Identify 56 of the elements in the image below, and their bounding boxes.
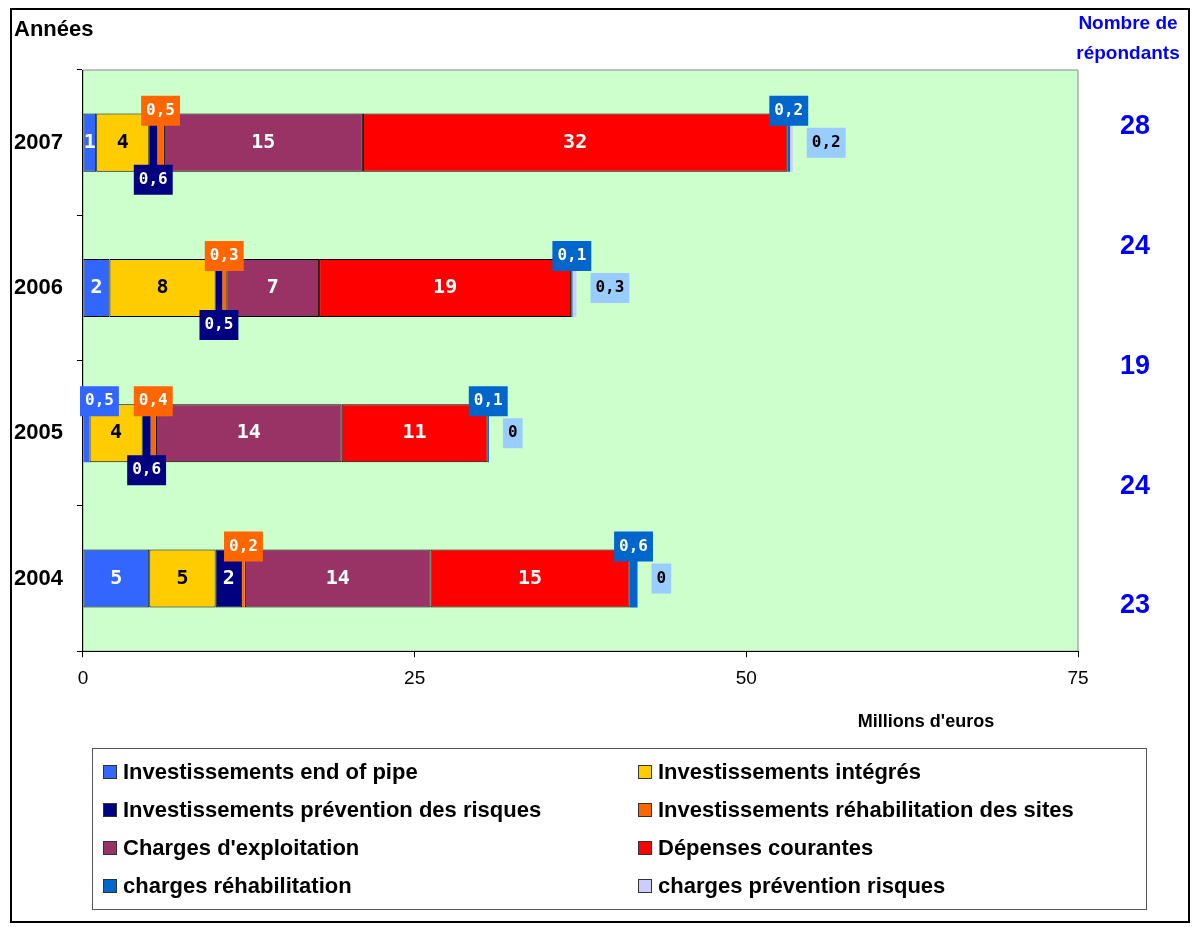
data-label: 4 (116, 128, 129, 153)
x-tick-label: 0 (77, 666, 89, 688)
legend-label: Charges d'exploitation (123, 835, 360, 861)
legend-label: Investissements réhabilitation des sites (658, 797, 1074, 823)
text: 23 (1119, 589, 1151, 620)
legend-label: Investissements intégrés (658, 759, 921, 785)
data-label: 8 (156, 274, 169, 299)
y-tick-label: 2007 (13, 128, 63, 154)
x-tick-label: 25 (404, 666, 426, 688)
y-axis-title: Années (14, 16, 94, 42)
data-label: 0,2 (229, 535, 258, 555)
data-label: 0,6 (619, 535, 648, 555)
y-tick-label: 2006 (13, 274, 63, 300)
legend-label: Investissements end of pipe (123, 759, 418, 785)
data-label: 1 (83, 128, 96, 153)
data-label: 0,2 (774, 99, 804, 119)
data-label: 19 (433, 274, 458, 299)
legend-label: Dépenses courantes (658, 835, 874, 861)
data-label: 0,3 (595, 277, 625, 297)
legend-label: charges prévention risques (658, 873, 946, 899)
data-label: 0,2 (811, 131, 841, 151)
legend-label: Investissements prévention des risques (123, 797, 542, 823)
data-label: 5 (110, 564, 123, 589)
data-label: 14 (236, 419, 261, 444)
x-tick-label: 75 (1067, 666, 1089, 688)
data-label: 0,5 (146, 99, 176, 119)
data-label: 0,1 (473, 390, 503, 410)
data-label: 0,5 (85, 390, 114, 410)
text: 24 (1119, 230, 1151, 261)
data-label: 15 (518, 564, 543, 589)
data-label: 2 (90, 274, 103, 299)
data-label: 5 (176, 564, 189, 589)
data-label: 0 (656, 567, 667, 587)
data-label: 0,1 (557, 245, 587, 265)
text: 19 (1119, 349, 1151, 380)
x-axis-title: Millions d'euros (857, 710, 995, 731)
data-label: 0,3 (209, 245, 239, 265)
text: Nombre de répondants (1076, 12, 1180, 64)
data-label: 0,5 (204, 314, 234, 334)
data-label: 7 (266, 274, 279, 299)
data-label: 0,6 (138, 168, 168, 188)
data-label: 2 (222, 564, 235, 589)
y-tick-label: 2004 (13, 564, 64, 590)
data-label: 14 (325, 564, 350, 589)
data-label: 4 (110, 419, 123, 444)
data-label: 32 (563, 128, 588, 153)
data-label: 0 (507, 422, 518, 442)
data-label: 0,4 (138, 390, 168, 410)
data-label: 0,6 (132, 459, 162, 479)
y-tick-label: 2005 (13, 419, 63, 445)
legend-label: charges réhabilitation (123, 873, 352, 899)
text: 28 (1119, 110, 1151, 141)
data-label: 15 (251, 128, 276, 153)
x-tick-label: 50 (735, 666, 757, 688)
text: 24 (1119, 469, 1151, 500)
data-label: 11 (402, 419, 427, 444)
